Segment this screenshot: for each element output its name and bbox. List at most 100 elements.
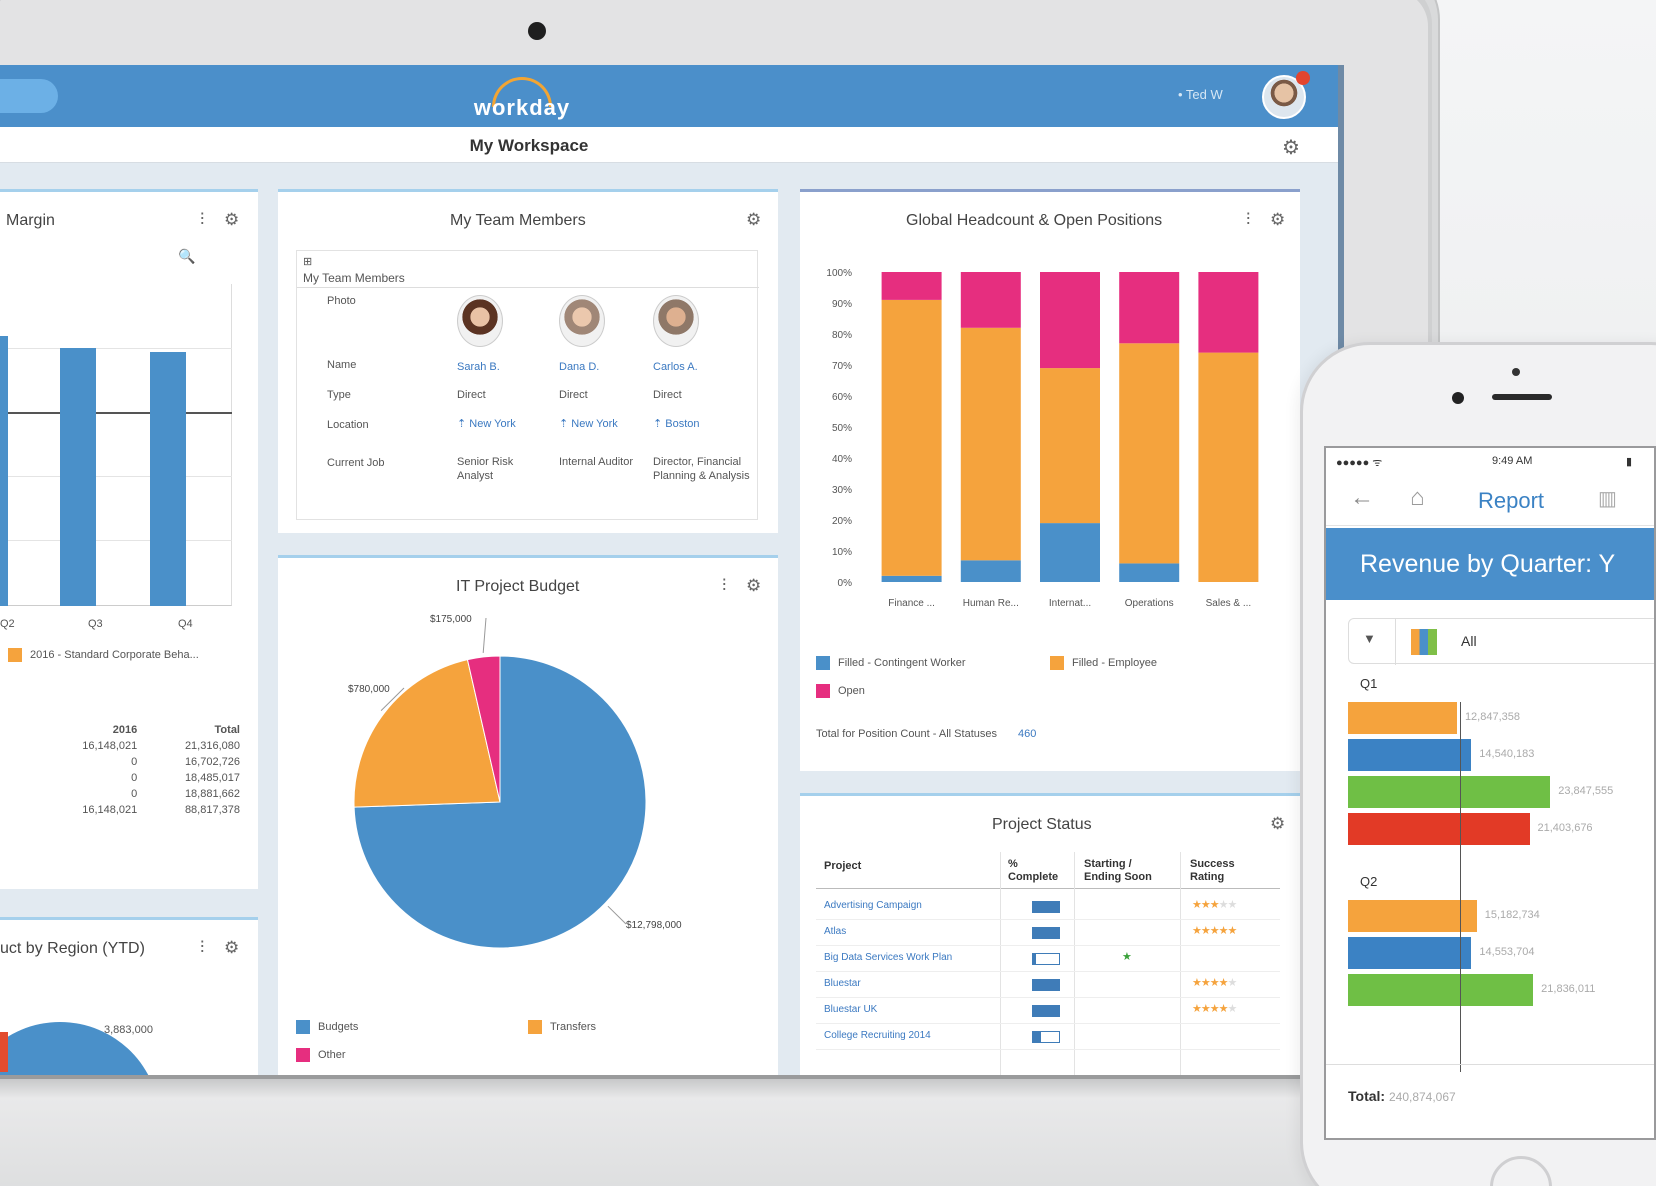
chevron-down-icon[interactable]: ▼ <box>1363 631 1376 646</box>
expand-icon[interactable]: ⊞ <box>303 256 313 268</box>
budget-legend-item: Other <box>296 1048 346 1062</box>
legend-swatch <box>816 656 830 670</box>
headcount-bar-segment[interactable] <box>881 299 942 576</box>
member-photo-avatar[interactable] <box>559 295 605 347</box>
grid-view-icon[interactable]: ▥ <box>1598 488 1617 510</box>
project-name-link[interactable]: Big Data Services Work Plan <box>824 952 953 963</box>
headcount-title: Global Headcount & Open Positions <box>906 212 1163 229</box>
location-pin-icon: ⇡ <box>559 418 572 430</box>
revenue-bar[interactable] <box>1348 739 1472 771</box>
phone-camera <box>1512 368 1520 376</box>
back-arrow-icon[interactable]: ← <box>1350 484 1374 511</box>
headcount-bar-segment[interactable] <box>1119 272 1180 344</box>
col-header-project: Project <box>824 860 862 872</box>
headcount-card: Global Headcount & Open Positions ⫶ ⚙ 0%… <box>800 189 1300 771</box>
region-gear-icon[interactable]: ⚙ <box>224 938 240 957</box>
member-job: Internal Auditor <box>559 456 633 468</box>
x-tick-label: Finance ... <box>888 598 935 609</box>
legend-swatch <box>296 1020 310 1034</box>
headcount-bar-segment[interactable] <box>1040 523 1100 582</box>
budget-gear-icon[interactable]: ⚙ <box>746 576 762 595</box>
chart-type-icon[interactable]: ⫶ <box>722 576 727 595</box>
legend-label: 2016 - Standard Corporate Beha... <box>30 648 199 661</box>
pie-leader-line <box>482 617 487 653</box>
headcount-bar-segment[interactable] <box>960 272 1021 328</box>
revenue-bar[interactable] <box>1348 937 1472 969</box>
zoom-in-icon[interactable]: 🔍 <box>178 248 196 264</box>
pie-slice[interactable] <box>466 655 501 803</box>
table-row[interactable]: Big Data Services Work Plan ★ <box>816 946 1280 972</box>
location-pin-icon: ⇡ <box>653 418 666 430</box>
member-location-link[interactable]: ⇡ New York <box>457 417 537 430</box>
table-row[interactable]: Advertising Campaign ★★★★★ <box>816 894 1280 920</box>
chart-type-icon[interactable]: ⫶ <box>1246 210 1251 229</box>
member-location: New York <box>469 418 516 430</box>
headcount-bar-segment[interactable] <box>1198 352 1259 582</box>
member-photo-avatar[interactable] <box>457 295 503 347</box>
revenue-bar[interactable] <box>1348 813 1530 845</box>
gridline <box>0 476 232 477</box>
member-name-link[interactable]: Sarah B. <box>457 361 500 373</box>
search-button[interactable] <box>0 79 58 113</box>
member-photo-avatar[interactable] <box>653 295 699 347</box>
member-location-link[interactable]: ⇡ New York <box>559 417 639 430</box>
member-name-link[interactable]: Dana D. <box>559 361 600 373</box>
percent-complete-fill <box>1033 928 1059 938</box>
success-rating-stars-icon: ★★★★★ <box>1192 899 1237 911</box>
headcount-bar-segment[interactable] <box>881 272 942 300</box>
table-cell: 18,485,017 <box>184 772 240 784</box>
pie-slice[interactable] <box>353 659 501 808</box>
team-gear-icon[interactable]: ⚙ <box>746 210 762 229</box>
headcount-bar-segment[interactable] <box>1198 272 1259 353</box>
table-row[interactable]: Bluestar UK ★★★★★ <box>816 998 1280 1024</box>
table-row[interactable]: College Recruiting 2014 <box>816 1024 1280 1050</box>
user-menu-label[interactable]: • Ted W <box>1178 87 1223 102</box>
margin-bar[interactable] <box>60 348 96 606</box>
headcount-bar-segment[interactable] <box>1040 272 1100 369</box>
member-name-link[interactable]: Carlos A. <box>653 361 698 373</box>
project-name-link[interactable]: Atlas <box>824 926 847 937</box>
revenue-value-label: 21,836,011 <box>1541 983 1596 995</box>
workday-logo[interactable]: workday <box>430 77 630 123</box>
headcount-bar-segment[interactable] <box>1119 563 1180 582</box>
region-pie-slice[interactable] <box>0 1032 8 1072</box>
divider <box>297 287 759 288</box>
headcount-bar-segment[interactable] <box>960 560 1021 582</box>
margin-gear-icon[interactable]: ⚙ <box>224 210 240 229</box>
margin-bar[interactable] <box>150 352 186 606</box>
member-type: Direct <box>457 389 486 401</box>
filter-row[interactable]: ▼ All <box>1348 618 1654 665</box>
project-status-card: Project Status ⚙ Project % Complete Star… <box>800 793 1300 1075</box>
team-inner-panel: ⊞ My Team Members Photo Name Type Locati… <box>296 250 759 520</box>
headcount-bar-segment[interactable] <box>960 327 1021 561</box>
revenue-bar[interactable] <box>1348 776 1551 808</box>
row-label-name: Name <box>327 359 357 371</box>
notification-badge[interactable] <box>1296 71 1310 85</box>
headcount-bar-segment[interactable] <box>1119 343 1180 564</box>
table-cell: 21,316,080 <box>184 740 240 752</box>
member-job: Senior Risk Analyst <box>457 456 514 482</box>
project-name-link[interactable]: College Recruiting 2014 <box>824 1030 931 1041</box>
headcount-bar-segment[interactable] <box>1040 368 1100 524</box>
headcount-gear-icon[interactable]: ⚙ <box>1270 210 1286 229</box>
project-name-link[interactable]: Bluestar UK <box>824 1004 878 1015</box>
margin-plot <box>0 284 232 606</box>
headcount-bar-segment[interactable] <box>881 575 942 582</box>
legend-label: Other <box>318 1048 346 1061</box>
workspace-gear-icon[interactable]: ⚙ <box>1282 137 1300 159</box>
revenue-bar[interactable] <box>1348 702 1457 734</box>
project-name-link[interactable]: Bluestar <box>824 978 861 989</box>
margin-bar[interactable] <box>0 336 8 606</box>
member-location-link[interactable]: ⇡ Boston <box>653 417 733 430</box>
total-value-link[interactable]: 460 <box>1018 728 1037 740</box>
table-row[interactable]: Atlas ★★★★★ <box>816 920 1280 946</box>
logo-text: workday <box>473 95 571 120</box>
chart-type-icon[interactable]: ⫶ <box>200 210 205 229</box>
project-name-link[interactable]: Advertising Campaign <box>824 900 922 911</box>
revenue-bar[interactable] <box>1348 900 1477 932</box>
revenue-bar[interactable] <box>1348 974 1534 1006</box>
project-gear-icon[interactable]: ⚙ <box>1270 814 1286 833</box>
home-icon[interactable]: ⌂ <box>1410 484 1425 511</box>
table-row[interactable]: Bluestar ★★★★★ <box>816 972 1280 998</box>
chart-type-icon[interactable]: ⫶ <box>200 938 205 957</box>
